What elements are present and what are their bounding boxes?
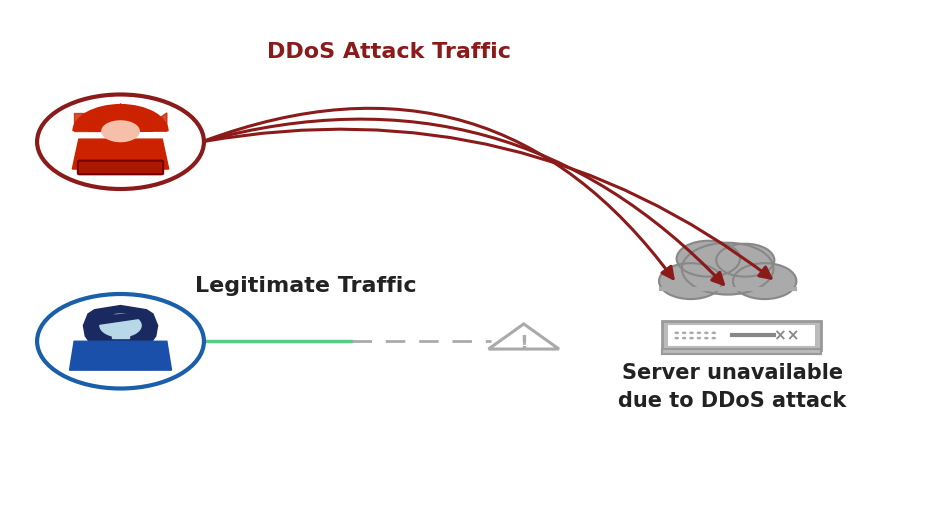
Polygon shape (72, 139, 169, 169)
Text: ××: ×× (774, 328, 806, 343)
FancyArrowPatch shape (205, 119, 723, 284)
Circle shape (689, 337, 693, 339)
Text: !: ! (519, 334, 528, 353)
Circle shape (689, 332, 693, 334)
Circle shape (677, 241, 740, 277)
FancyArrowPatch shape (205, 129, 771, 278)
Circle shape (675, 337, 679, 339)
FancyBboxPatch shape (662, 321, 821, 350)
Polygon shape (88, 104, 153, 131)
FancyBboxPatch shape (667, 324, 816, 346)
Circle shape (682, 243, 773, 295)
FancyArrowPatch shape (205, 108, 673, 278)
FancyBboxPatch shape (662, 349, 821, 354)
Text: Server unavailable
due to DDoS attack: Server unavailable due to DDoS attack (618, 363, 846, 411)
Circle shape (675, 332, 679, 334)
Circle shape (712, 332, 716, 334)
Circle shape (37, 294, 204, 388)
Circle shape (659, 263, 722, 299)
Circle shape (697, 337, 701, 339)
Polygon shape (70, 341, 171, 370)
Circle shape (101, 120, 140, 142)
Text: DDoS Attack Traffic: DDoS Attack Traffic (267, 43, 512, 62)
Circle shape (681, 332, 686, 334)
Polygon shape (141, 113, 167, 131)
FancyBboxPatch shape (661, 278, 794, 289)
Circle shape (733, 263, 796, 299)
Wedge shape (72, 104, 169, 131)
Circle shape (37, 94, 204, 189)
Circle shape (717, 244, 774, 277)
Polygon shape (83, 306, 158, 367)
Circle shape (705, 337, 708, 339)
Polygon shape (74, 113, 100, 131)
Circle shape (681, 337, 686, 339)
FancyBboxPatch shape (78, 161, 163, 174)
Circle shape (99, 313, 142, 338)
Circle shape (712, 337, 716, 339)
Polygon shape (90, 313, 144, 326)
Polygon shape (112, 331, 129, 338)
Circle shape (705, 332, 708, 334)
Polygon shape (489, 324, 559, 349)
Circle shape (697, 332, 701, 334)
Text: Legitimate Traffic: Legitimate Traffic (195, 276, 417, 296)
